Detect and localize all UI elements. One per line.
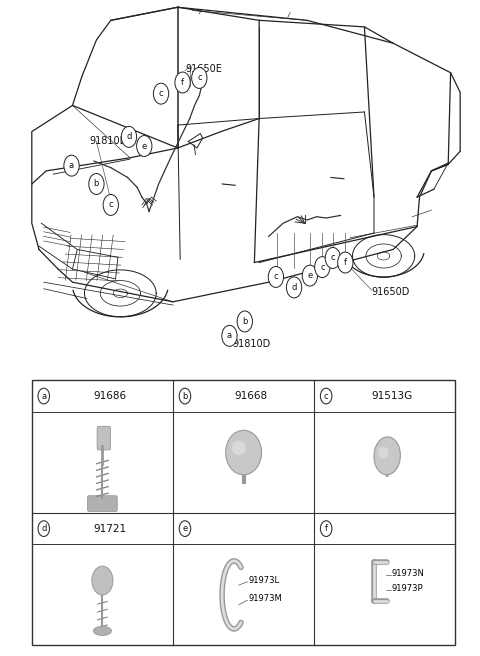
Circle shape	[38, 521, 49, 537]
Ellipse shape	[378, 447, 389, 459]
Text: c: c	[108, 201, 113, 209]
Text: c: c	[159, 89, 163, 98]
Text: 91973N: 91973N	[392, 569, 425, 579]
Text: d: d	[41, 524, 47, 533]
Circle shape	[268, 266, 284, 287]
Text: c: c	[324, 392, 328, 401]
Text: 91513G: 91513G	[372, 391, 413, 401]
Text: 91668: 91668	[234, 391, 267, 401]
Text: f: f	[344, 258, 347, 267]
FancyBboxPatch shape	[97, 426, 110, 450]
Text: c: c	[197, 73, 202, 83]
Circle shape	[64, 155, 79, 176]
Ellipse shape	[226, 430, 262, 475]
Text: b: b	[242, 317, 248, 326]
Text: e: e	[142, 142, 147, 150]
Circle shape	[237, 311, 252, 332]
Text: c: c	[320, 262, 324, 272]
Circle shape	[179, 388, 191, 404]
Text: c: c	[274, 272, 278, 281]
Circle shape	[315, 256, 330, 277]
FancyBboxPatch shape	[87, 496, 117, 512]
Ellipse shape	[232, 441, 246, 455]
Ellipse shape	[374, 437, 400, 475]
Circle shape	[175, 72, 190, 93]
Text: a: a	[69, 161, 74, 170]
Circle shape	[321, 388, 332, 404]
Text: 91650D: 91650D	[372, 287, 410, 297]
Circle shape	[154, 83, 168, 104]
Text: 91650E: 91650E	[185, 64, 222, 74]
Circle shape	[137, 136, 152, 157]
Text: 91721: 91721	[93, 523, 126, 533]
Text: c: c	[331, 253, 335, 262]
Text: d: d	[291, 283, 297, 292]
Text: e: e	[307, 271, 312, 280]
Text: b: b	[182, 392, 188, 401]
Text: b: b	[94, 180, 99, 188]
Circle shape	[121, 127, 137, 148]
Circle shape	[92, 566, 113, 595]
Circle shape	[325, 247, 340, 268]
Circle shape	[192, 68, 207, 89]
Text: f: f	[324, 524, 328, 533]
Text: 91973P: 91973P	[392, 584, 423, 593]
Circle shape	[222, 325, 237, 346]
Circle shape	[302, 265, 318, 286]
Circle shape	[287, 277, 302, 298]
Text: a: a	[41, 392, 47, 401]
Text: e: e	[182, 524, 188, 533]
Bar	[32, 380, 456, 646]
Text: 91973M: 91973M	[248, 594, 282, 604]
Text: 91810D: 91810D	[233, 339, 271, 350]
Text: 91810E: 91810E	[89, 136, 126, 146]
Circle shape	[179, 521, 191, 537]
Text: d: d	[126, 133, 132, 141]
Circle shape	[321, 521, 332, 537]
Text: 91973L: 91973L	[248, 576, 279, 585]
Circle shape	[89, 173, 104, 194]
Circle shape	[337, 252, 353, 273]
Text: 91686: 91686	[93, 391, 126, 401]
Text: a: a	[227, 331, 232, 340]
Circle shape	[103, 194, 119, 215]
Ellipse shape	[93, 626, 111, 636]
Circle shape	[38, 388, 49, 404]
Text: f: f	[181, 78, 184, 87]
